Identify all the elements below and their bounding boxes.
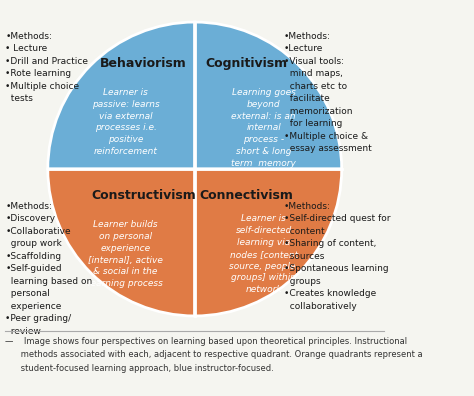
Text: •Methods:
•Discovery
•Collaborative
  group work
•Scaffolding
•Self-guided
  lea: •Methods: •Discovery •Collaborative grou… — [5, 202, 92, 336]
Text: Learning goes
beyond
external: is an
internal
process -
short & long
term  memor: Learning goes beyond external: is an int… — [231, 88, 296, 168]
Wedge shape — [48, 169, 195, 316]
Text: •Methods:
•Lecture
•Visual tools:
  mind maps,
  charts etc to
  facilitate
  me: •Methods: •Lecture •Visual tools: mind m… — [283, 32, 372, 153]
Text: •Methods:
•Self-directed quest for
  content
•Sharing of content,
  sources
•Spo: •Methods: •Self-directed quest for conte… — [283, 202, 390, 311]
Text: —    Image shows four perspectives on learning based upon theoretical principles: — Image shows four perspectives on learn… — [5, 337, 423, 373]
Text: Constructivism: Constructivism — [91, 189, 196, 202]
Text: Cognitivism: Cognitivism — [205, 57, 287, 70]
Wedge shape — [48, 22, 195, 169]
Text: Connectivism: Connectivism — [199, 189, 293, 202]
Text: •Methods:
• Lecture
•Drill and Practice
•Rote learning
•Multiple choice
  tests: •Methods: • Lecture •Drill and Practice … — [5, 32, 88, 103]
Text: Behaviorism: Behaviorism — [100, 57, 187, 70]
Text: Learner builds
on personal
experience
[internal], active
& social in the
learnin: Learner builds on personal experience [i… — [88, 220, 163, 288]
Text: Learner is
passive: learns
via external
processes i.e.
positive
reinforcement: Learner is passive: learns via external … — [92, 88, 160, 156]
Wedge shape — [195, 169, 342, 316]
Text: Learner is
self-directed
learning via
nodes [content
source, people,
groups] wit: Learner is self-directed learning via no… — [229, 214, 299, 294]
Wedge shape — [195, 22, 342, 169]
